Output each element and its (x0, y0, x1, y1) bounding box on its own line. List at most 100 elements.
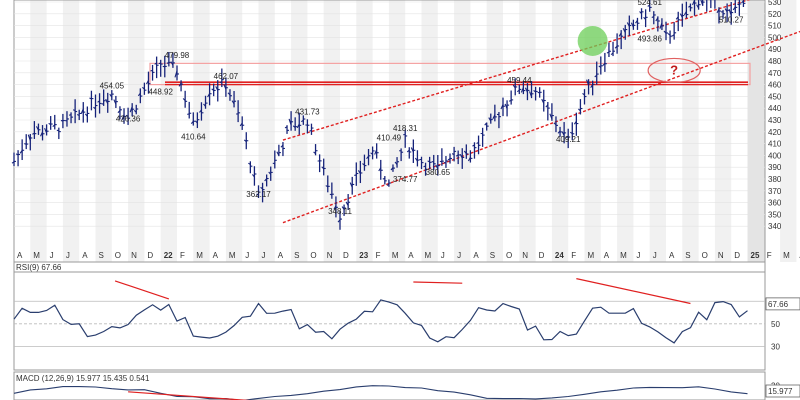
price-bar-open (667, 33, 671, 36)
price-bar-open (109, 93, 113, 98)
price-bar-open (178, 82, 182, 87)
price-bar-open (630, 22, 634, 28)
rsi-label: RSI(9) 67.66 (16, 263, 62, 272)
price-bar-open (345, 201, 349, 206)
price-bar-open (150, 69, 153, 72)
price-bar-open (467, 157, 471, 162)
month-shade (714, 0, 732, 262)
price-bar-open (382, 177, 386, 180)
price-bar-open (622, 28, 626, 33)
month-tick-label: M (588, 251, 595, 260)
price-bar-open (223, 84, 227, 90)
month-shade (486, 0, 503, 262)
price-bar-open (27, 134, 31, 141)
price-bar-open (578, 108, 581, 112)
month-tick-label: A (473, 251, 479, 260)
month-tick-label: D (539, 251, 545, 260)
rsi-divergence-line-3 (576, 278, 691, 305)
price-bar-open (93, 106, 96, 110)
month-shade (225, 0, 243, 262)
month-tick-label: O (702, 251, 708, 260)
month-tick-label: D (147, 251, 153, 260)
price-bar-open (203, 103, 206, 107)
rsi-panel-border (13, 271, 766, 371)
month-tick-label: F (376, 251, 381, 260)
price-bar-open (207, 93, 211, 98)
price-bar-open (288, 118, 292, 126)
month-tick-label: A (669, 251, 675, 260)
macd-panel-border (13, 371, 766, 400)
price-bar-open (194, 120, 198, 124)
price-bar-open (154, 62, 157, 65)
price-bar-open (357, 170, 361, 174)
month-shade (62, 0, 80, 262)
price-bar-open (68, 114, 72, 116)
price-bar-open (732, 6, 736, 11)
month-tick-label: J (245, 251, 249, 260)
price-annotation: 459.44 (507, 76, 532, 85)
month-tick-label: A (213, 251, 219, 260)
price-bar-open (614, 45, 618, 49)
month-tick-label: N (718, 251, 724, 260)
month-shade (323, 0, 340, 262)
month-tick-label: M (229, 251, 236, 260)
price-bar-open (406, 149, 410, 153)
price-bar-open (639, 11, 642, 14)
price-annotation: 410.64 (181, 132, 206, 141)
price-bar-open (272, 162, 275, 165)
month-tick-label: A (17, 251, 23, 260)
price-bar-open (113, 99, 117, 105)
price-bar-open (35, 126, 39, 131)
rsi-divergence-line-2 (413, 281, 463, 284)
macd-value-text: 15.977 (768, 387, 793, 396)
price-bar-open (370, 152, 373, 155)
price-tick-label: 460 (768, 81, 782, 90)
price-tick-label: 390 (768, 163, 782, 172)
price-bar-open (414, 157, 418, 162)
year-tick-label: 25 (751, 251, 760, 260)
month-tick-label: J (441, 251, 445, 260)
price-tick-label: 430 (768, 116, 782, 125)
price-annotation: 448.92 (148, 88, 173, 97)
price-bar-open (671, 34, 675, 37)
price-bar-open (610, 52, 614, 55)
price-bar-open (321, 166, 325, 170)
price-annotation: 374.77 (393, 175, 418, 184)
month-tick-label: J (262, 251, 266, 260)
month-shade (160, 0, 177, 262)
price-bar-open (696, 4, 700, 9)
price-tick-label: 400 (768, 151, 782, 160)
month-tick-label: F (571, 251, 576, 260)
price-bar-open (688, 5, 691, 8)
month-shade (649, 0, 666, 262)
price-bar-open (618, 32, 622, 37)
price-bar-open (19, 149, 23, 154)
price-bar-open (158, 62, 161, 65)
price-bar-open (602, 63, 606, 66)
price-bar-open (447, 158, 451, 161)
rsi-line (13, 299, 748, 344)
price-annotation: 462.07 (214, 72, 239, 81)
price-bar-open (268, 171, 272, 175)
price-bar-open (524, 87, 528, 93)
price-bars (11, 0, 746, 230)
month-tick-label: S (294, 251, 299, 260)
price-bar-open (24, 143, 27, 145)
price-bar-open (292, 125, 296, 128)
price-bar-open (296, 123, 300, 129)
price-bar-open (129, 106, 133, 113)
price-tick-label: 450 (768, 92, 782, 101)
price-bar-open (362, 163, 365, 166)
price-tick-label: 440 (768, 104, 782, 113)
month-shade (617, 0, 634, 262)
price-bar-open (459, 153, 463, 159)
price-bar-open (337, 219, 341, 223)
price-bar-open (243, 139, 247, 142)
price-annotation: 426.36 (116, 115, 141, 124)
price-bar-open (133, 109, 137, 113)
price-bar-open (386, 184, 390, 186)
price-bar-open (569, 131, 573, 134)
price-bar-open (545, 104, 549, 108)
month-tick-label: A (278, 251, 284, 260)
